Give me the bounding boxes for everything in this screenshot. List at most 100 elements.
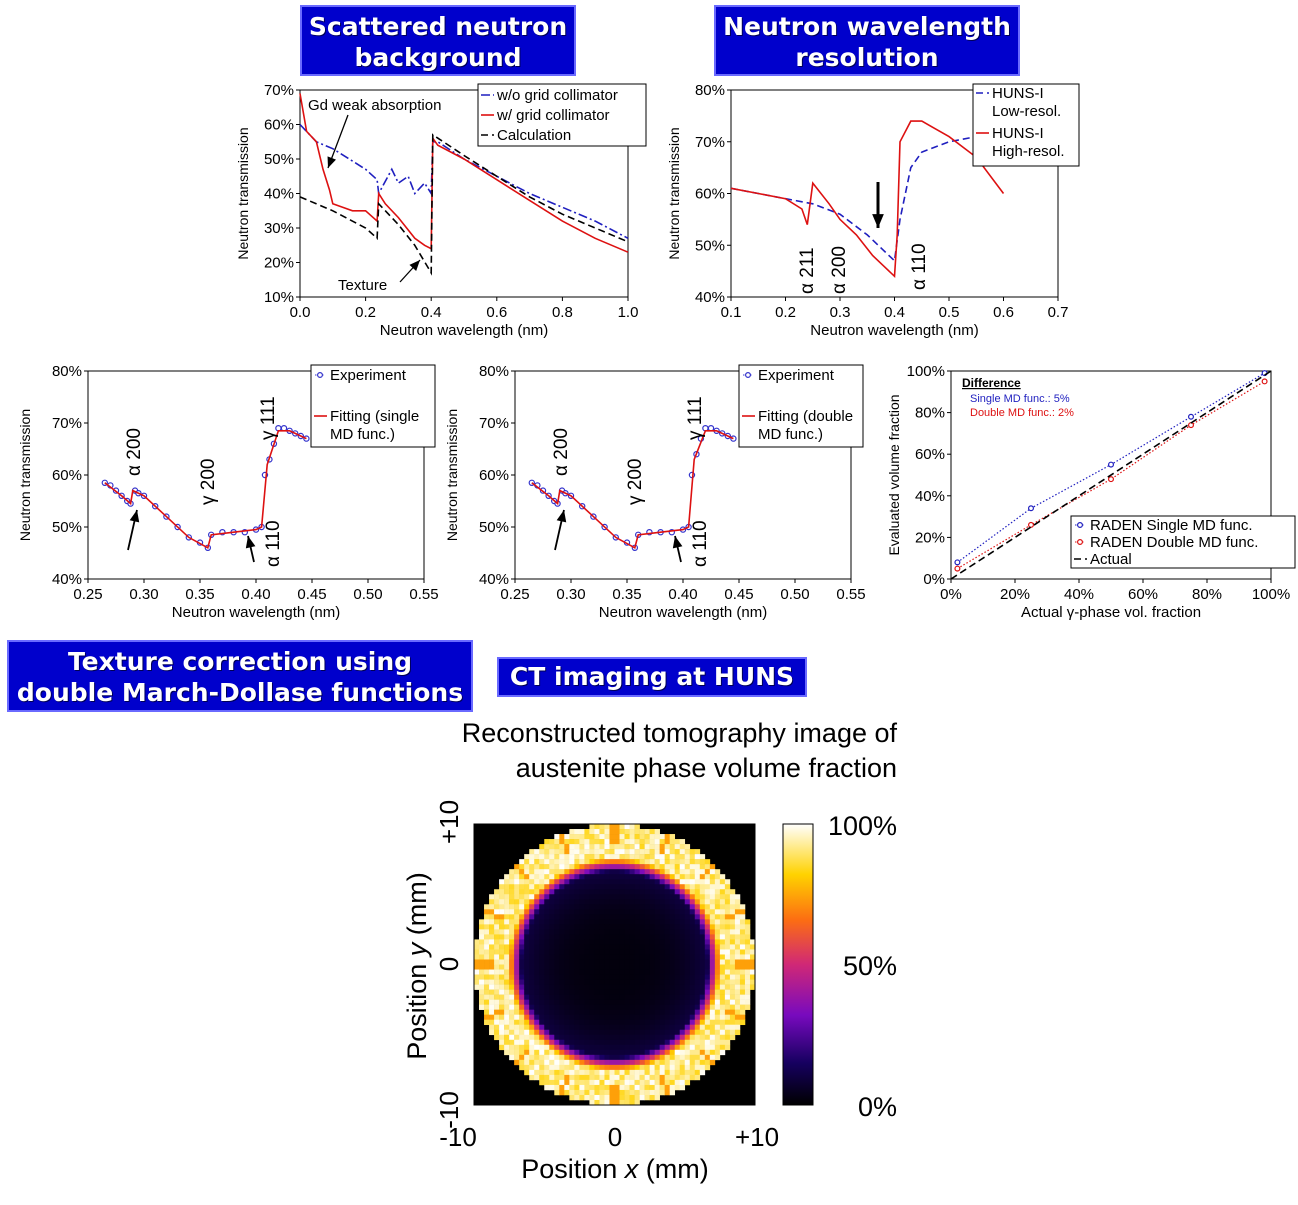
ct-pixel [604, 1069, 610, 1076]
ct-pixel [709, 874, 716, 880]
ct-pixel [659, 929, 665, 935]
ct-pixel [579, 999, 585, 1005]
ct-pixel [604, 899, 610, 905]
ct-pixel [649, 1039, 655, 1046]
ct-pixel [619, 929, 625, 935]
ct-pixel [574, 969, 580, 975]
ct-pixel [679, 979, 686, 985]
ct-pixel [644, 829, 650, 835]
x-tick-label: 40% [1064, 586, 1094, 603]
ct-pixel [679, 1069, 686, 1076]
ct-pixel [639, 939, 645, 945]
ct-pixel [719, 1039, 726, 1046]
ct-pixel [619, 1009, 625, 1015]
ct-pixel [669, 924, 676, 930]
y-tick-label: 100% [907, 363, 945, 380]
x-tick-label: 0.30 [129, 586, 158, 603]
ct-pixel [619, 914, 625, 920]
ct-pixel [559, 939, 565, 945]
ct-pixel [559, 1074, 565, 1081]
ct-pixel [534, 964, 540, 970]
ct-pixel [614, 939, 620, 945]
ct-pixel [534, 1064, 540, 1071]
ct-pixel [729, 914, 736, 920]
ct-pixel [564, 1024, 570, 1031]
ct-pixel [634, 919, 640, 925]
ct-pixel [724, 919, 731, 925]
ct-pixel [534, 854, 540, 860]
ct-pixel [634, 1099, 640, 1106]
y-tick-label: 50% [695, 237, 725, 254]
ct-pixel [479, 969, 485, 975]
ct-pixel [569, 1079, 575, 1086]
ct-pixel [549, 979, 555, 985]
ct-pixel [549, 869, 555, 875]
ct-pixel [589, 1074, 595, 1081]
ct-pixel [724, 889, 731, 895]
ct-pixel [664, 994, 670, 1000]
ct-pixel [709, 999, 716, 1005]
ct-pixel [724, 909, 731, 915]
ct-pixel [644, 889, 650, 895]
ct-pixel [569, 884, 575, 890]
ct-pixel [679, 899, 686, 905]
ct-pixel [609, 859, 615, 865]
ct-pixel [684, 844, 691, 850]
ct-pixel [569, 1069, 575, 1076]
ct-pixel [694, 974, 701, 980]
ct-pixel [614, 964, 620, 970]
ct-pixel [579, 1004, 585, 1010]
ct-pixel [619, 1044, 625, 1051]
ct-pixel [734, 1004, 741, 1010]
ct-pixel [519, 859, 525, 865]
ct-pixel [579, 969, 585, 975]
ct-pixel [634, 1064, 640, 1071]
ct-pixel [539, 944, 545, 950]
ct-pixel [699, 1024, 706, 1031]
ct-pixel [519, 889, 525, 895]
ct-pixel [684, 999, 691, 1005]
ct-pixel [614, 979, 620, 985]
ct-pixel [574, 1044, 580, 1051]
ct-pixel [679, 944, 686, 950]
ct-pixel [739, 1004, 746, 1010]
ct-pixel [664, 1019, 670, 1026]
ct-pixel [544, 1029, 550, 1036]
ct-pixel [619, 934, 625, 940]
ct-pixel [664, 1054, 670, 1061]
ct-pixel [499, 1034, 505, 1041]
ct-pixel [559, 1024, 565, 1031]
ct-pixel [614, 994, 620, 1000]
ct-pixel [494, 974, 500, 980]
ct-pixel [684, 979, 691, 985]
ct-pixel [524, 1009, 530, 1015]
ct-pixel [679, 949, 686, 955]
y-tick-label: 50% [264, 151, 294, 168]
ct-pixel [674, 949, 681, 955]
ct-pixel [654, 999, 660, 1005]
ct-pixel [724, 999, 731, 1005]
ct-pixel [579, 1024, 585, 1031]
ct-pixel [709, 989, 716, 995]
ct-pixel [579, 909, 585, 915]
ct-pixel [734, 894, 741, 900]
ct-pixel [549, 1044, 555, 1051]
ct-pixel [534, 954, 540, 960]
ct-pixel [594, 844, 600, 850]
ct-pixel [669, 1059, 676, 1066]
ct-pixel [659, 904, 665, 910]
ct-pixel [649, 1034, 655, 1041]
ct-pixel [494, 1029, 500, 1036]
ct-pixel [749, 984, 756, 990]
ct-pixel [659, 909, 665, 915]
ct-pixel [559, 894, 565, 900]
ct-pixel [709, 1034, 716, 1041]
ct-pixel [549, 919, 555, 925]
ct-pixel [569, 919, 575, 925]
ct-pixel [659, 964, 665, 970]
ct-pixel [474, 949, 480, 955]
ct-pixel [524, 1039, 530, 1046]
ct-pixel [624, 929, 630, 935]
ct-pixel [629, 844, 635, 850]
ct-pixel [559, 989, 565, 995]
